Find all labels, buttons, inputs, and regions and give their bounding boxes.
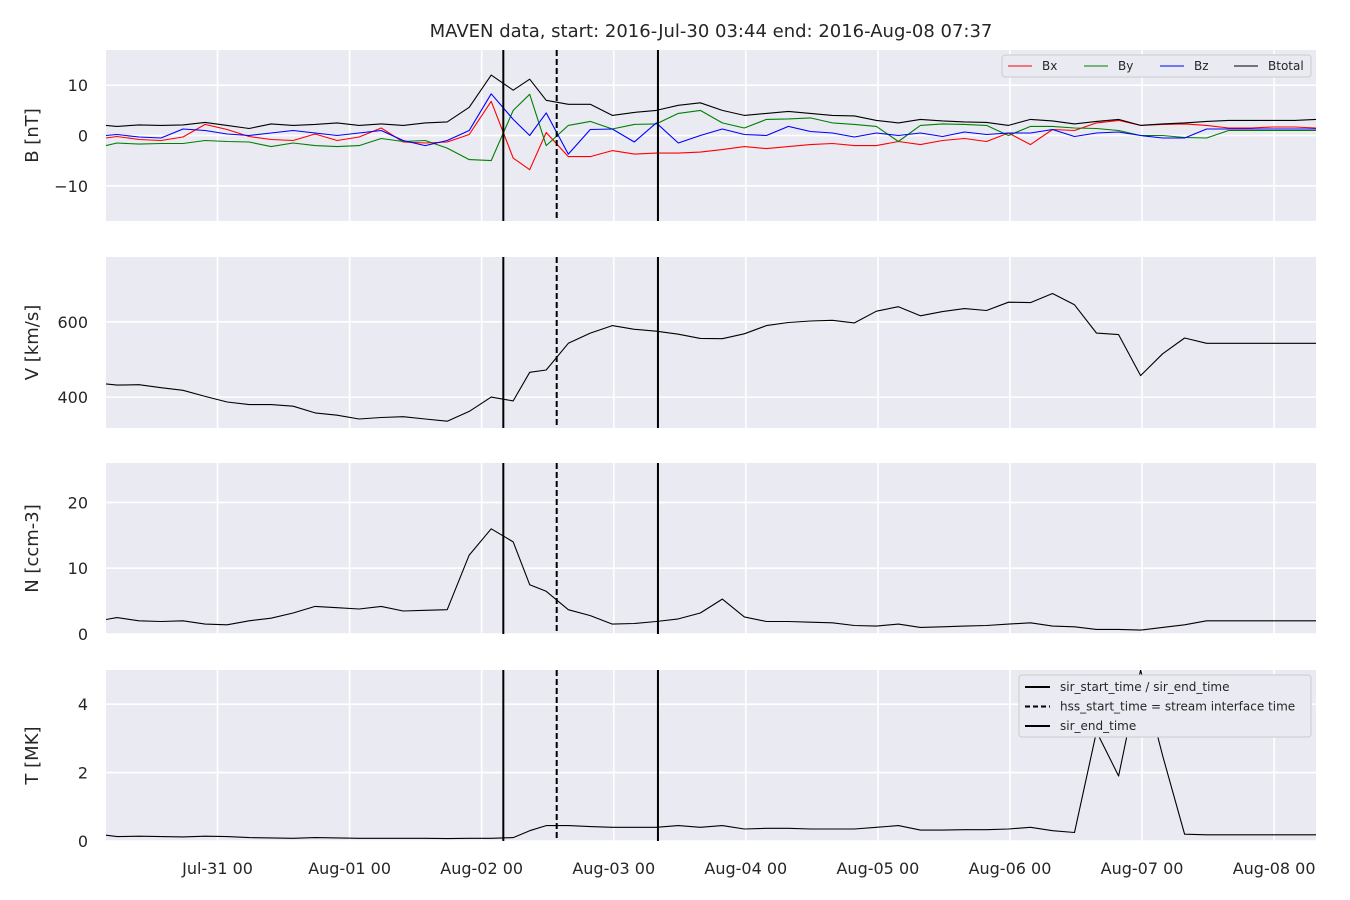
legend-t: sir_start_time / sir_end_time hss_start_t… [1018, 674, 1312, 738]
y-axis-label: V [km/s] [22, 305, 43, 380]
panel-3: 0 10 20 N [ccm-3] [22, 463, 1316, 644]
legend-label-bz: Bz [1194, 59, 1209, 73]
legend-label: sir_end_time [1060, 719, 1136, 733]
y-axis-label: T [MK] [22, 726, 43, 785]
y-axis-label: B [nT] [22, 108, 43, 163]
series-line-bx [106, 100, 1316, 171]
legend-b: Bx By Bz Btotal [1001, 54, 1312, 78]
series-line-by [106, 93, 1316, 162]
panel-1: −10 0 10 B [nT] Bx By Bz Btotal [22, 50, 1316, 221]
x-tick-label: Aug-04 00 [704, 859, 787, 878]
y-tick-label: 4 [78, 695, 88, 714]
plot-data [106, 670, 1316, 840]
plot-data [106, 292, 1316, 422]
x-tick-label: Aug-03 00 [572, 859, 655, 878]
legend-label: hss_start_time = stream interface time [1060, 700, 1295, 714]
y-tick-label: 10 [68, 76, 88, 95]
x-tick-label: Aug-02 00 [440, 859, 523, 878]
legend-box [1001, 54, 1312, 78]
plot-data [106, 74, 1316, 171]
x-tick-label: Aug-01 00 [308, 859, 391, 878]
series-line [106, 292, 1316, 422]
series-line [106, 670, 1316, 840]
plot-background [106, 463, 1316, 634]
panel-2: 400 600 V [km/s] [22, 257, 1316, 428]
y-tick-label: 10 [68, 559, 88, 578]
x-tick-label: Aug-08 00 [1233, 859, 1316, 878]
legend-label: sir_start_time / sir_end_time [1060, 680, 1230, 694]
x-tick-label: Aug-06 00 [969, 859, 1052, 878]
y-tick-label: 0 [78, 127, 88, 146]
legend-label-bx: Bx [1042, 59, 1057, 73]
y-tick-label: −10 [54, 177, 88, 196]
y-tick-label: 2 [78, 764, 88, 783]
legend-box [1018, 674, 1312, 738]
y-tick-label: 0 [78, 625, 88, 644]
series-line-btotal [106, 74, 1316, 130]
series-line-bz [106, 93, 1316, 155]
x-tick-label: Jul-31 00 [181, 859, 253, 878]
y-tick-label: 0 [78, 832, 88, 851]
y-axis-label: N [ccm-3] [22, 504, 43, 593]
x-tick-label: Aug-07 00 [1101, 859, 1184, 878]
panel-4: 0 2 4 T [MK] sir_start_time / sir_end_timehs… [22, 670, 1316, 851]
panels: −10 0 10 B [nT] Bx By Bz Btotal 400 600 V [km/s] 0 1… [22, 50, 1316, 851]
chart-title: MAVEN data, start: 2016-Jul-30 03:44 end… [430, 21, 993, 42]
legend-label-btotal: Btotal [1268, 59, 1304, 73]
legend-label-by: By [1118, 59, 1133, 73]
plot-data [106, 528, 1316, 631]
y-tick-label: 600 [57, 313, 88, 332]
y-tick-label: 20 [68, 493, 88, 512]
x-tick-label: Aug-05 00 [836, 859, 919, 878]
plot-background [106, 257, 1316, 428]
x-axis-ticks: Jul-31 00 Aug-01 00 Aug-02 00 Aug-03 00 Aug-… [181, 859, 1315, 878]
y-tick-label: 400 [57, 388, 88, 407]
series-line [106, 528, 1316, 631]
